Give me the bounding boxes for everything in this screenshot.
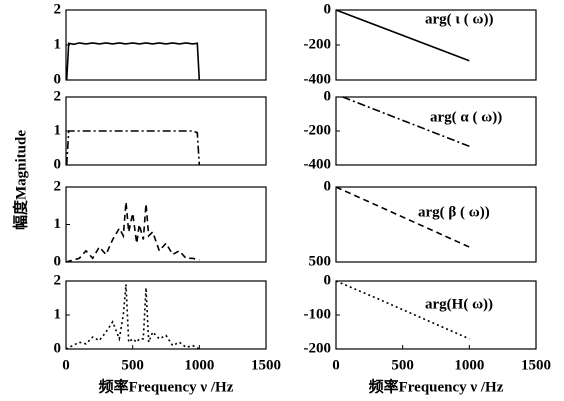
y-tick-label: 0: [54, 156, 62, 172]
axes-frame: [65, 186, 267, 263]
y-tick-label: 0: [324, 88, 332, 104]
axes-frame: [335, 96, 537, 166]
x-tick-label: 0: [62, 357, 70, 373]
y-tick-label: 0: [324, 178, 332, 194]
axes-frame: [335, 186, 537, 263]
x-axis-label: 频率Frequency ν /Hz: [369, 377, 504, 395]
y-tick-label: -200: [304, 36, 332, 52]
y-tick-label: 1: [54, 36, 62, 52]
data-line: [335, 186, 470, 248]
y-tick-label: -400: [304, 71, 332, 87]
annotation: arg( ι ( ω)): [425, 11, 494, 27]
data-line: [335, 9, 470, 62]
y-tick-label: -400: [304, 156, 332, 172]
x-tick-label: 1500: [521, 357, 551, 373]
x-axis-label: 频率Frequency ν /Hz: [99, 377, 234, 395]
annotation: arg( α ( ω)): [430, 109, 502, 125]
y-tick-label: 1: [54, 306, 62, 322]
y-tick-label: -100: [304, 306, 332, 322]
y-tick-label: 0: [54, 340, 62, 356]
x-tick-label: 500: [391, 357, 414, 373]
data-line: [342, 96, 470, 148]
axes-frame: [65, 9, 267, 81]
y-tick-label: 2: [54, 88, 62, 104]
x-tick-label: 1000: [184, 357, 214, 373]
data-line: [65, 130, 201, 166]
y-tick-label: 500: [309, 253, 332, 269]
axes-frame: [335, 280, 537, 350]
x-tick-label: 1000: [454, 357, 484, 373]
annotation: arg( β ( ω)): [418, 204, 490, 220]
x-tick-label: 0: [332, 357, 340, 373]
data-line: [65, 201, 200, 263]
y-tick-label: -200: [304, 340, 332, 356]
data-line: [65, 42, 201, 81]
y-tick-label: 0: [54, 253, 62, 269]
data-line: [335, 280, 470, 340]
x-tick-label: 500: [121, 357, 144, 373]
y-axis-label: 幅度Magnitude: [11, 130, 29, 230]
y-tick-label: 0: [324, 1, 332, 17]
y-tick-label: -200: [304, 122, 332, 138]
y-tick-label: 0: [54, 71, 62, 87]
data-line: [65, 284, 200, 350]
y-tick-label: 2: [54, 1, 62, 17]
y-tick-label: 0: [324, 272, 332, 288]
y-tick-label: 1: [54, 216, 62, 232]
annotation: arg(H( ω)): [425, 296, 493, 312]
x-tick-label: 1500: [251, 357, 281, 373]
y-tick-label: 2: [54, 272, 62, 288]
y-tick-label: 2: [54, 178, 62, 194]
y-tick-label: 1: [54, 122, 62, 138]
